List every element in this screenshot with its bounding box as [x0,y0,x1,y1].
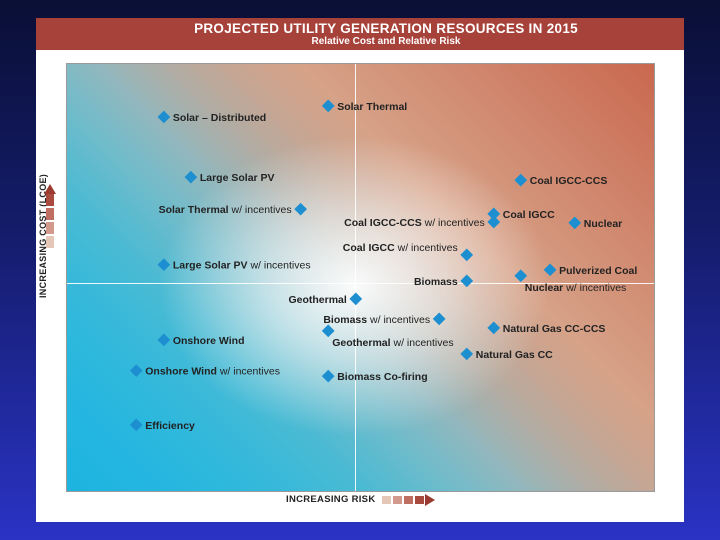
point-marker-coal-igcc-w-incentives [460,248,474,262]
point-label-biomass-co-firing: Biomass Co-firing [337,371,427,383]
point-label-coal-igcc-ccs-w-incentives: Coal IGCC-CCS w/ incentives [344,217,485,229]
vertical-quadrant-line [355,64,356,491]
y-axis-arrow-icon [44,184,56,248]
chart-subtitle: Relative Cost and Relative Risk [311,36,461,47]
point-label-geothermal-w-incentives: Geothermal w/ incentives [332,337,453,349]
point-marker-biomass [460,274,474,288]
point-marker-biomass-w-incentives [432,312,446,326]
point-marker-coal-igcc-ccs [514,173,528,187]
point-label-coal-igcc-ccs: Coal IGCC-CCS [530,175,608,187]
point-marker-geothermal-w-incentives [321,324,335,338]
point-marker-nuclear [568,216,582,230]
point-label-natural-gas-cc: Natural Gas CC [476,349,553,361]
point-marker-large-solar-pv [184,170,198,184]
point-marker-solar-thermal-w-incentives [294,202,307,216]
point-label-nuclear: Nuclear [584,218,623,230]
plot-area: Solar Thermal Solar – Distributed Large So… [66,63,655,492]
title-bar: PROJECTED UTILITY GENERATION RESOURCES I… [36,18,684,50]
point-label-solar-thermal-w-incentives: Solar Thermal w/ incentives [159,204,292,216]
point-label-onshore-wind: Onshore Wind [173,335,245,347]
point-marker-large-solar-pv-w-incentives [157,258,171,272]
scatter-points: Solar Thermal Solar – Distributed Large So… [129,99,637,432]
point-label-onshore-wind-w-incentives: Onshore Wind w/ incentives [145,366,280,378]
point-label-natural-gas-cc-ccs: Natural Gas CC-CCS [503,323,606,335]
point-marker-coal-igcc-ccs-w-incentives [487,215,501,229]
point-marker-onshore-wind [157,333,171,347]
point-label-solar-distributed: Solar – Distributed [173,112,266,124]
point-marker-biomass-co-firing [321,369,335,383]
point-marker-solar-distributed [157,110,171,124]
point-marker-nuclear-w-incentives [514,269,528,283]
point-label-nuclear-w-incentives: Nuclear w/ incentives [525,282,627,294]
point-label-biomass: Biomass [414,276,458,288]
point-marker-efficiency [129,418,143,432]
x-axis-arrow-icon [382,494,435,506]
point-marker-pulverized-coal [543,263,557,277]
slide: PROJECTED UTILITY GENERATION RESOURCES I… [36,18,684,522]
point-label-large-solar-pv: Large Solar PV [200,172,275,184]
x-axis-label: INCREASING RISK [286,494,376,505]
point-marker-onshore-wind-w-incentives [129,364,143,377]
point-marker-natural-gas-cc [460,347,474,361]
point-label-coal-igcc-w-incentives: Coal IGCC w/ incentives [343,242,458,254]
point-marker-coal-igcc [487,207,501,221]
point-label-efficiency: Efficiency [145,420,195,432]
point-marker-natural-gas-cc-ccs [487,321,501,335]
point-marker-solar-thermal [321,99,335,113]
point-marker-geothermal [349,292,363,306]
point-label-large-solar-pv-w-incentives: Large Solar PV w/ incentives [173,260,311,272]
point-label-coal-igcc: Coal IGCC [503,209,555,221]
point-label-pulverized-coal: Pulverized Coal [559,265,637,277]
point-label-solar-thermal: Solar Thermal [337,101,407,113]
point-label-geothermal: Geothermal [288,294,346,306]
chart-title: PROJECTED UTILITY GENERATION RESOURCES I… [194,21,578,36]
horizontal-quadrant-line [67,283,654,284]
point-label-biomass-w-incentives: Biomass w/ incentives [323,314,430,326]
